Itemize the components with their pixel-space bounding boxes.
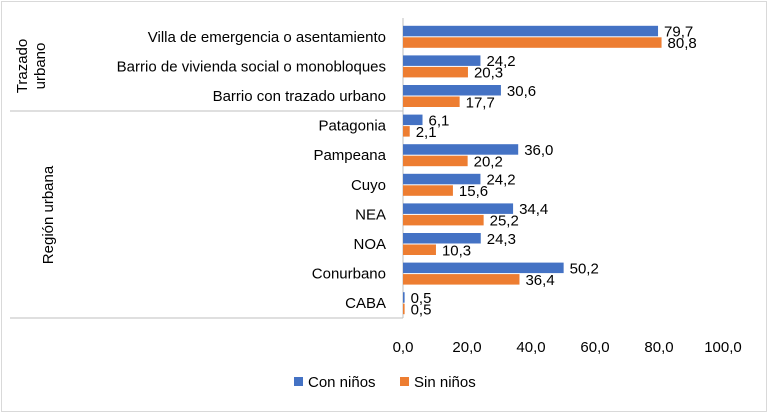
bar-sin-ninos <box>403 96 460 107</box>
data-label: 34,4 <box>519 201 548 218</box>
x-tick-label: 60,0 <box>580 339 609 356</box>
bar-con-ninos <box>403 25 659 37</box>
bar-sin-ninos <box>403 126 410 137</box>
x-tick-label: 80,0 <box>644 339 673 356</box>
data-label: 20,3 <box>474 65 503 82</box>
category-label: Barrio de vivienda social o monobloques <box>117 58 386 75</box>
data-label: 0,5 <box>411 290 432 307</box>
data-label: 0,5 <box>411 301 432 318</box>
bar-sin-ninos <box>403 155 468 167</box>
x-tick-label: 40,0 <box>516 339 545 356</box>
category-label: Barrio con trazado urbano <box>213 88 386 105</box>
data-label: 24,3 <box>487 231 516 248</box>
bar-con-ninos <box>403 173 481 185</box>
bar-con-ninos <box>403 55 481 66</box>
x-tick-label: 20,0 <box>452 339 481 356</box>
data-label: 20,2 <box>474 153 503 170</box>
data-label: 24,2 <box>486 172 515 189</box>
category-label: NEA <box>355 206 386 223</box>
data-label: 24,2 <box>486 53 515 70</box>
bar-sin-ninos <box>403 185 453 196</box>
bar-sin-ninos <box>403 214 484 226</box>
bar-con-ninos <box>403 114 423 126</box>
group-label-region-urbana: Región urbana <box>40 165 57 264</box>
category-label: Villa de emergencia o asentamiento <box>148 29 386 46</box>
data-label: 50,2 <box>570 260 599 277</box>
bar-sin-ninos <box>403 244 436 255</box>
bar-sin-ninos <box>403 274 520 285</box>
group-label-trazado-urbano: Trazadourbano <box>14 39 49 93</box>
legend-swatch-sin-ninos <box>400 377 409 386</box>
category-label: NOA <box>353 236 386 253</box>
category-label: Cuyo <box>351 177 386 194</box>
data-label: 25,2 <box>490 213 519 230</box>
bar-sin-ninos <box>403 303 405 315</box>
x-tick-label: 100,0 <box>704 339 742 356</box>
data-label: 10,3 <box>442 242 471 259</box>
category-label: Pampeana <box>313 147 386 164</box>
data-label: 36,0 <box>524 142 553 159</box>
bar-con-ninos <box>403 292 405 303</box>
data-label: 17,7 <box>466 94 495 111</box>
bar-sin-ninos <box>403 37 662 48</box>
bar-con-ninos <box>403 262 564 274</box>
legend-label-con-ninos: Con niños <box>308 374 376 391</box>
bar-con-ninos <box>403 85 501 96</box>
bar-sin-ninos <box>403 66 468 78</box>
data-label: 36,4 <box>525 272 554 289</box>
bar-con-ninos <box>403 203 514 214</box>
legend-swatch-con-ninos <box>294 377 303 386</box>
category-label: Patagonia <box>318 118 386 135</box>
category-label: CABA <box>345 295 386 312</box>
data-label: 15,6 <box>459 183 488 200</box>
category-label: Conurbano <box>312 266 386 283</box>
data-label: 79,7 <box>664 24 693 41</box>
data-label: 6,1 <box>429 112 450 129</box>
bar-con-ninos <box>403 144 519 155</box>
legend-label-sin-ninos: Sin niños <box>414 374 476 391</box>
data-label: 2,1 <box>416 124 437 141</box>
data-label: 80,8 <box>668 35 697 52</box>
bar-con-ninos <box>403 233 481 244</box>
x-tick-label: 0,0 <box>393 339 414 356</box>
data-label: 30,6 <box>507 83 536 100</box>
